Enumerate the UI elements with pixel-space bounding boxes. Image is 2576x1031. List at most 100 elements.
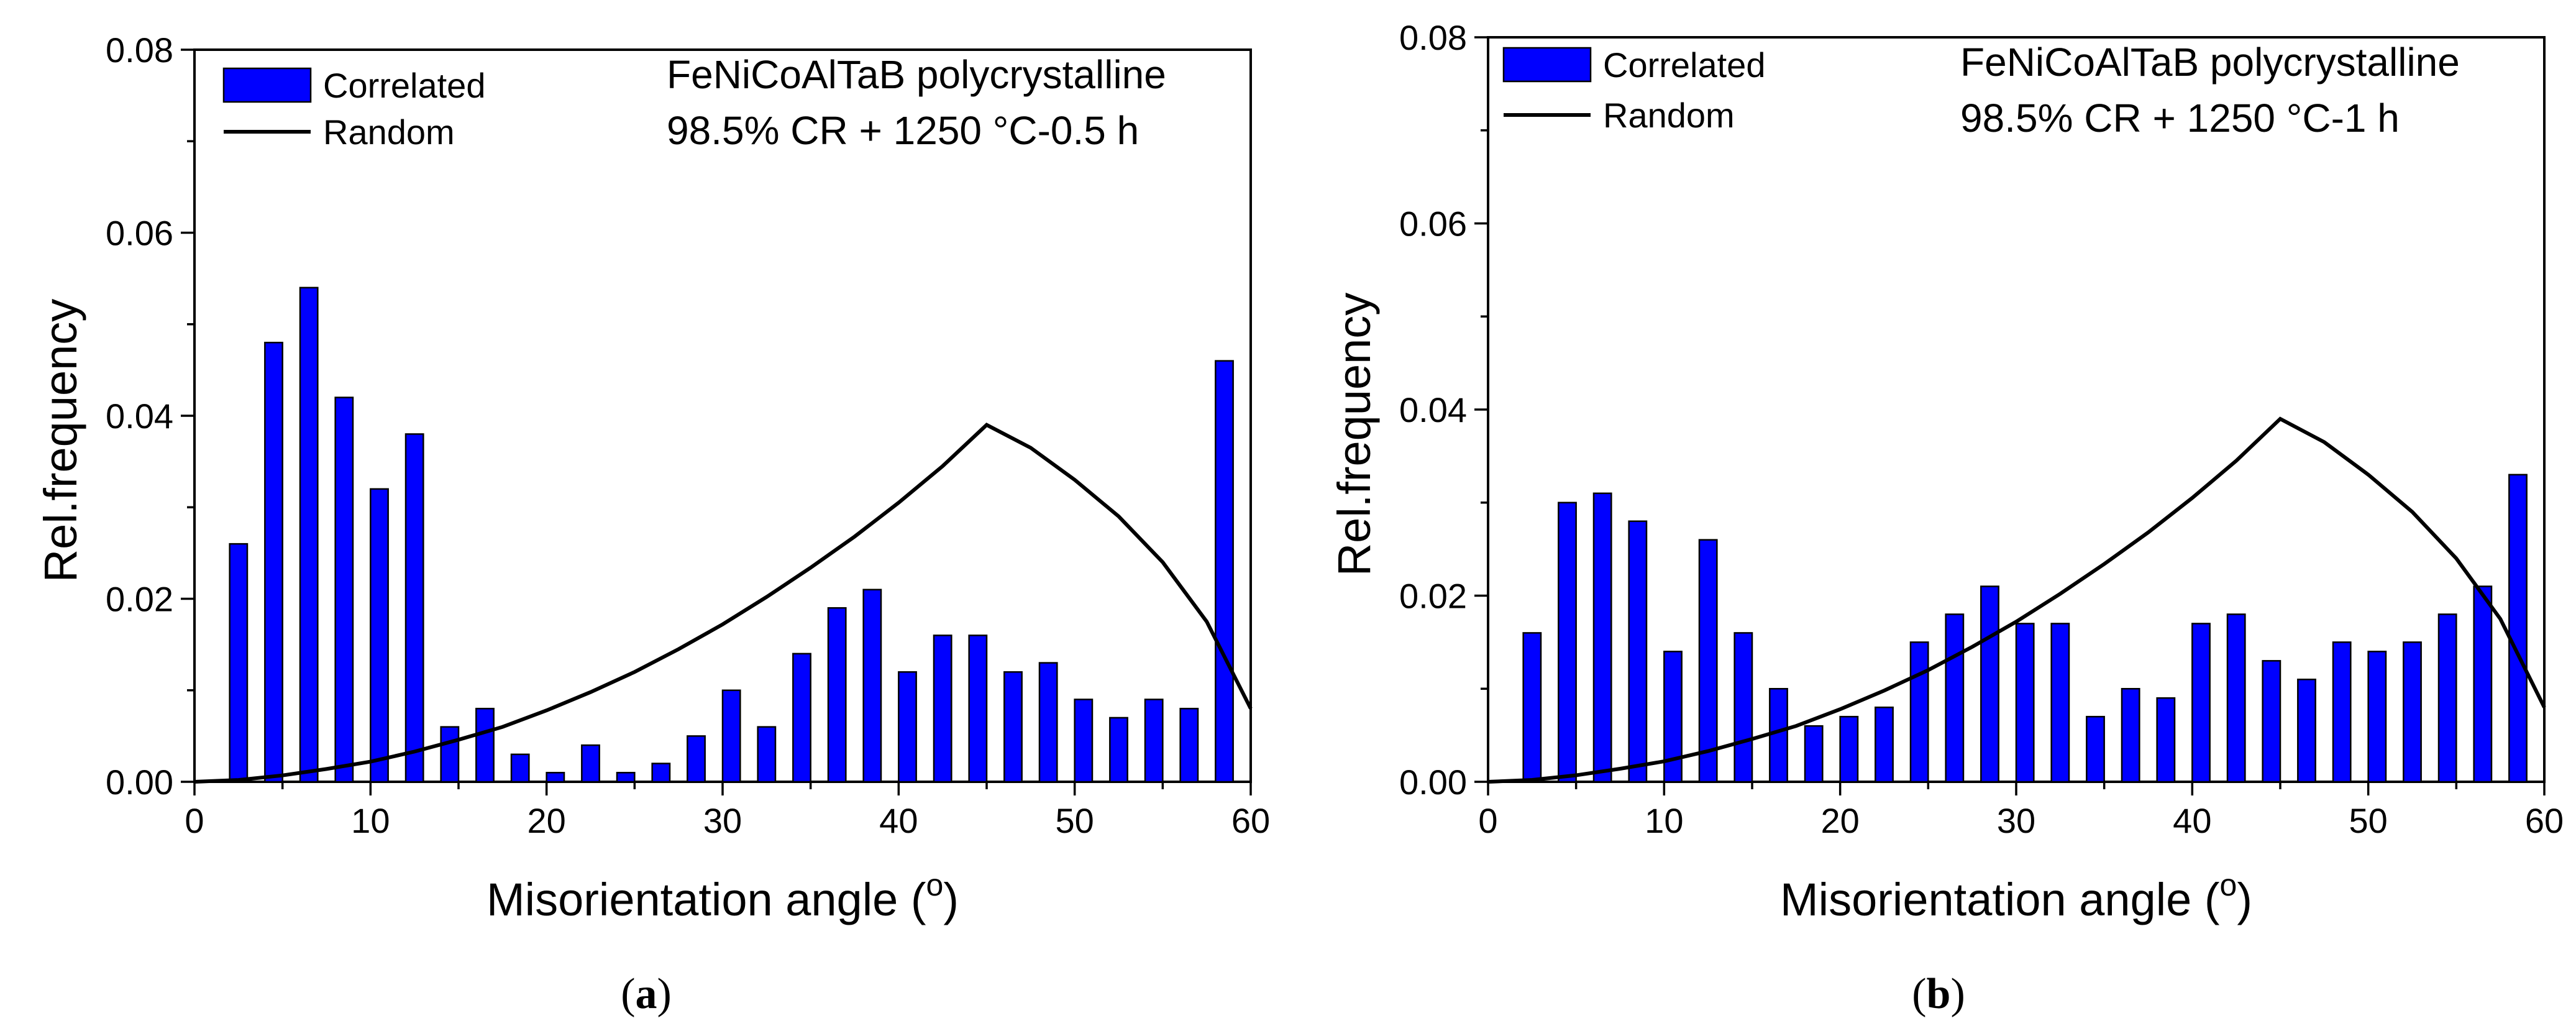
bar [440,726,460,783]
bar [1592,492,1612,783]
x-axis-label: Misorientation angle (o) [486,868,959,925]
bar [1215,360,1234,783]
panel-caption-letter: a [636,970,657,1018]
bar [1804,725,1824,783]
legend-label-random: Random [1603,96,1735,135]
bar [687,735,706,783]
legend: Correlated Random [222,66,485,152]
x-tick-label: 30 [1997,801,2035,840]
y-tick-label: 0.04 [1399,390,1467,429]
bar [1628,520,1648,783]
bar [1144,699,1164,783]
panel-caption-letter: b [1927,970,1951,1018]
legend-label-random: Random [323,112,455,152]
bar [2297,679,2316,783]
bar [404,433,424,783]
legend-label-correlated: Correlated [1603,45,1765,85]
y-axis-label: Rel.frequency [1328,293,1380,577]
bar [2367,651,2387,783]
annotation-material: FeNiCoAlTaB polycrystalline [1960,40,2460,85]
y-tick-label: 0.02 [106,580,173,619]
bar [334,396,354,783]
x-tick-label: 20 [528,801,566,840]
bar [2015,623,2035,783]
bar [2262,660,2281,783]
bar [1109,717,1128,783]
bar [2473,585,2493,783]
x-tick-label: 40 [2173,801,2211,840]
x-axis-label-text: Misorientation angle ( [486,874,926,925]
random-curve [194,423,1253,784]
bar [2050,623,2070,783]
panel-caption: (a) [621,970,672,1018]
bar [1875,706,1894,783]
bar [1003,671,1023,783]
x-tick-label: 50 [2349,801,2388,840]
x-axis-label: Misorientation angle (o) [1780,868,2252,925]
bar [2403,641,2422,783]
y-tick-label: 0.02 [1399,577,1467,616]
bar [1558,502,1577,783]
y-tick-label: 0.06 [1399,204,1467,244]
y-tick-label: 0.04 [106,396,173,436]
x-tick-label: 40 [879,801,918,840]
bar [2191,623,2211,783]
x-tick-label: 60 [2525,801,2564,840]
panel-caption: (b) [1912,970,1965,1018]
legend-swatch-correlated [1502,47,1592,83]
bar [968,635,988,783]
random-curve [1487,416,2546,784]
bar [370,488,389,783]
bar [2437,613,2457,783]
annotation-condition: 98.5% CR + 1250 °C-0.5 h [667,108,1139,153]
x-tick-label: 20 [1821,801,1860,840]
bar [757,726,777,783]
legend: Correlated Random [1502,45,1765,135]
bar [264,341,283,783]
bar [546,772,565,783]
bar [1980,585,1999,783]
bar [1733,632,1753,783]
x-axis-label-close: ) [943,874,959,925]
x-tick-label: 0 [185,801,204,840]
x-axis-label-close: ) [2237,874,2252,925]
x-tick-label: 10 [1645,801,1683,840]
bar [933,635,952,783]
bar [299,286,319,783]
bar [2156,697,2176,783]
y-tick-label: 0.00 [106,763,173,802]
x-axis-label-superscript: o [926,868,944,902]
y-tick-label: 0.00 [1399,763,1467,802]
bar [1522,632,1542,783]
bar [792,653,811,783]
y-tick-label: 0.06 [106,214,173,253]
bar [2121,688,2140,783]
bar [1909,641,1929,783]
annotation-condition: 98.5% CR + 1250 °C-1 h [1960,96,2400,140]
bar [229,543,249,783]
bar [1074,699,1094,783]
y-tick-label: 0.08 [106,30,173,70]
bar [2332,641,2352,783]
chart-panel-b: 0.00 0.02 0.04 0.06 0.08 0 10 20 30 40 50 60 Correla… [1328,18,2564,1018]
y-tick-label: 0.08 [1399,18,1467,57]
x-axis-label-superscript: o [2220,868,2237,902]
x-tick-label: 10 [351,801,390,840]
bar [1179,707,1199,783]
bar [475,707,495,783]
bar [898,671,917,783]
x-tick-label: 60 [1231,801,1270,840]
bar [721,689,741,783]
x-axis-label-text: Misorientation angle ( [1780,874,2220,925]
x-tick-label: 30 [703,801,742,840]
bar [581,744,600,783]
bar [1038,662,1058,783]
bar [1839,715,1859,783]
chart-panel-a: 0.00 0.02 0.04 0.06 0.08 0 10 20 30 40 50 60 Correla… [35,30,1270,1018]
bar [2226,613,2246,783]
legend-swatch-correlated [222,67,312,103]
bar [1945,613,1965,783]
y-axis-label: Rel.frequency [35,299,86,583]
x-tick-label: 50 [1056,801,1094,840]
